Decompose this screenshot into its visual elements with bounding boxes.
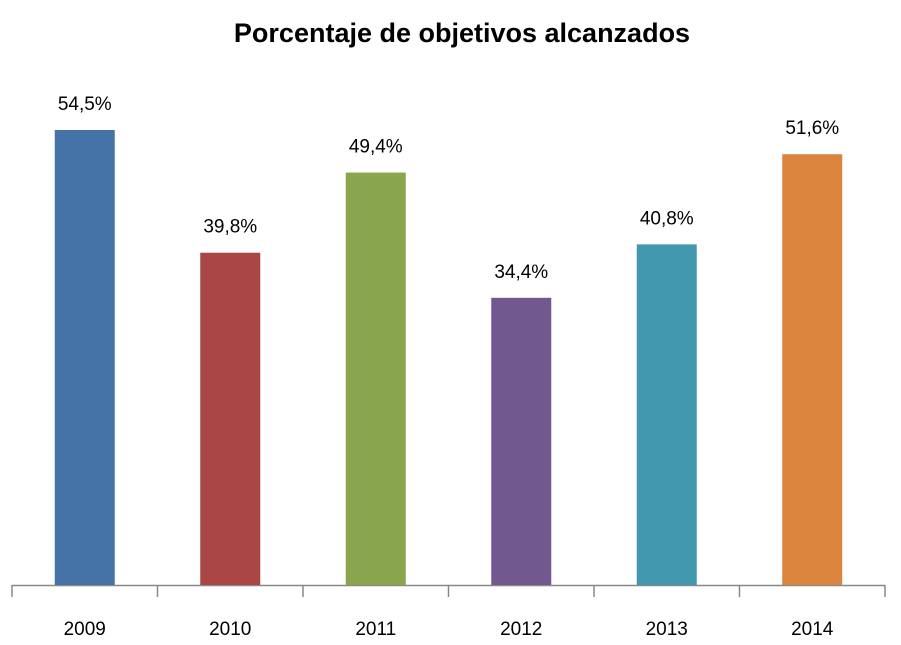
x-tick-label: 2012	[500, 619, 542, 640]
value-label: 49,4%	[349, 137, 403, 158]
bar	[200, 252, 261, 585]
x-tick-label: 2011	[355, 619, 396, 640]
chart-title: Porcentaje de objetivos alcanzados	[234, 18, 690, 48]
bar	[54, 130, 115, 585]
value-label: 40,8%	[640, 208, 694, 229]
value-label: 34,4%	[494, 262, 548, 283]
value-label: 39,8%	[203, 217, 257, 238]
bar	[345, 172, 406, 585]
value-label: 51,6%	[785, 118, 839, 139]
x-tick-label: 2013	[646, 619, 688, 640]
x-tick-label: 2010	[209, 619, 251, 640]
x-tick-label: 2009	[64, 619, 106, 640]
bar	[636, 244, 697, 585]
bar	[491, 297, 552, 585]
x-tick-label: 2014	[791, 619, 834, 640]
value-label: 54,5%	[58, 94, 112, 115]
bar	[782, 154, 843, 586]
